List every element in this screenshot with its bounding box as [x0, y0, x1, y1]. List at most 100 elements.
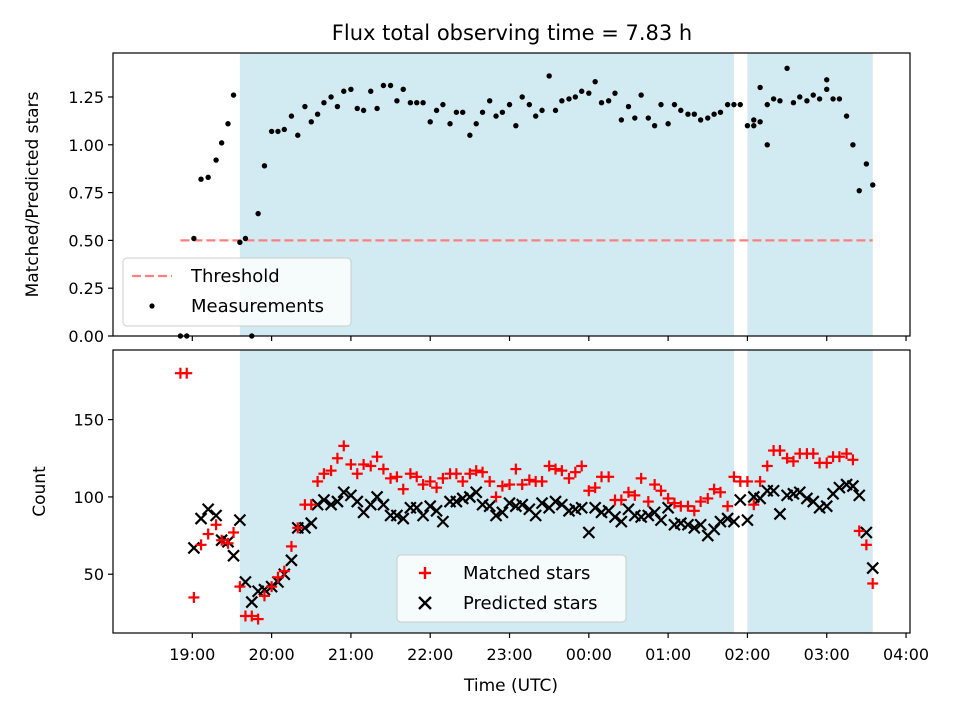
matched-star-marker	[292, 522, 304, 534]
measurement-point	[678, 107, 684, 114]
predicted-marker-stroke	[370, 490, 384, 504]
predicted-marker-stroke	[615, 515, 628, 528]
matched-legend-swatch	[419, 567, 431, 579]
measurement-point	[804, 98, 810, 104]
measurement-point	[658, 101, 664, 108]
predicted-marker-stroke	[714, 515, 727, 528]
measurement-point	[288, 113, 295, 119]
predicted-marker-stroke	[396, 512, 410, 525]
predicted-marker-stroke	[602, 504, 615, 518]
predicted-star-marker	[820, 499, 834, 513]
measurements-legend-label: Measurements	[191, 296, 324, 317]
ratio-x-ticks	[191, 336, 907, 341]
predicted-marker-stroke	[582, 526, 596, 539]
predicted-marker-stroke	[694, 518, 707, 532]
predicted-star-marker	[767, 484, 780, 498]
measurement-point	[526, 101, 533, 108]
predicted-marker-stroke	[721, 512, 734, 525]
matched-star-marker	[655, 485, 667, 497]
predicted-star-marker	[503, 496, 516, 510]
measurement-point	[777, 98, 783, 104]
predicted-star-marker	[852, 489, 866, 502]
matched-star-marker	[258, 590, 270, 602]
predicted-marker-stroke	[410, 501, 424, 515]
predicted-marker-stroke	[654, 513, 668, 527]
matched-star-marker	[833, 451, 845, 463]
predicted-star-marker	[317, 493, 331, 507]
matched-star-marker	[305, 499, 317, 511]
predicted-star-marker	[529, 509, 542, 522]
count-y-tick-label: 150	[73, 411, 104, 430]
measurement-point	[368, 88, 374, 94]
measurement-point	[198, 176, 204, 182]
predicted-legend-label: Predicted stars	[463, 593, 597, 614]
predicted-marker-stroke	[734, 493, 747, 507]
predicted-marker-stroke	[227, 549, 240, 562]
measurement-point	[348, 86, 354, 93]
measurements-legend-swatch	[149, 303, 155, 309]
measurement-point	[328, 94, 334, 100]
matched-star-marker	[523, 474, 535, 486]
measurement-point	[218, 140, 225, 146]
measurement-point	[764, 142, 770, 148]
measurement-point	[552, 107, 559, 114]
count-y-axis-label: Count	[30, 466, 50, 517]
count-y-axis: 50 100 150	[73, 411, 113, 584]
matched-star-marker	[722, 500, 734, 512]
measurement-point	[816, 96, 823, 102]
predicted-marker-stroke	[846, 479, 860, 493]
predicted-marker-stroke	[727, 515, 741, 528]
predicted-star-marker	[800, 492, 814, 505]
matched-star-marker	[649, 479, 661, 491]
measurement-point	[578, 88, 585, 94]
matched-star-marker	[622, 486, 634, 498]
measurement-point	[460, 109, 466, 115]
matched-star-marker	[195, 539, 207, 551]
predicted-star-marker	[469, 485, 483, 499]
measurement-point	[433, 107, 440, 114]
measurement-point	[237, 239, 243, 246]
measurement-point	[532, 113, 539, 119]
ratio-panel: 0.00 0.25 0.50 0.75 1.00 1.25 Matched/Predict…	[23, 52, 911, 346]
predicted-marker-stroke	[852, 489, 866, 502]
measurement-point	[797, 94, 803, 100]
predicted-marker-stroke	[747, 490, 761, 504]
measurement-point	[360, 107, 367, 114]
predicted-star-marker	[588, 501, 602, 515]
measurement-point	[387, 82, 394, 89]
predicted-marker-stroke	[806, 495, 820, 508]
matched-star-marker	[234, 581, 246, 593]
measurement-point	[856, 187, 862, 194]
predicted-marker-stroke	[423, 499, 437, 513]
predicted-marker-stroke	[588, 501, 602, 515]
predicted-marker-stroke	[201, 503, 215, 516]
measurement-point	[281, 126, 287, 133]
predicted-star-marker	[416, 509, 430, 522]
matched-star-marker	[470, 465, 482, 477]
measurement-point	[731, 101, 737, 108]
matched-star-marker	[708, 483, 720, 495]
predicted-star-marker	[463, 490, 477, 504]
measurement-point	[757, 84, 763, 91]
measurement-point	[453, 109, 460, 115]
predicted-star-marker	[450, 495, 463, 508]
matched-star-marker	[774, 445, 786, 457]
predicted-star-marker	[549, 495, 562, 508]
predicted-star-marker	[575, 501, 588, 515]
matched-star-marker	[516, 479, 528, 491]
measurement-point	[790, 100, 797, 106]
matched-star-marker	[385, 472, 397, 484]
matched-star-marker	[331, 452, 343, 464]
matched-star-marker	[431, 482, 443, 494]
measurement-point	[374, 105, 380, 112]
predicted-marker-stroke	[285, 554, 298, 567]
measurement-point	[651, 122, 658, 129]
predicted-star-marker	[654, 513, 668, 527]
measurement-point	[486, 98, 493, 104]
matched-star-marker	[635, 472, 647, 484]
measurement-point	[784, 65, 790, 71]
matched-star-marker	[504, 479, 516, 491]
ratio-y-tick-label: 0.00	[68, 327, 104, 346]
predicted-star-marker	[350, 495, 364, 508]
time-x-tick-label: 03:00	[804, 645, 850, 664]
